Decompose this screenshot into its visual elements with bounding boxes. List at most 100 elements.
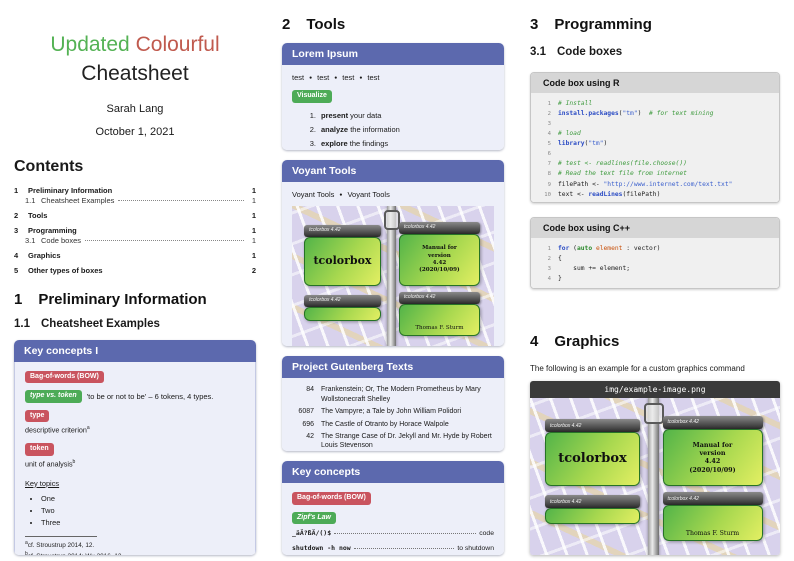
code-line-number: 4 [547, 131, 551, 138]
voyant-link[interactable]: Voyant Tools [347, 189, 390, 199]
gutenberg-book-title: The Castle of Otranto by Horace Walpole [321, 420, 449, 428]
cpp-code-box: Code box using C++ 1 for (auto element : … [530, 216, 780, 290]
footnote-mark: b [25, 551, 28, 555]
cpp-code-box-title: Code box using C++ [531, 217, 779, 238]
voyant-example-image: tcolorbox 4.42 tcolorbox 4.42 tcolorbox … [292, 206, 494, 347]
key-concepts-1-body: Bag-of-words (BOW) type vs. token 'to be… [14, 361, 256, 555]
tcolorbox-manual-box: Manual for version 4.42 (2020/10/09) [399, 234, 480, 286]
subsection-3-1-title: Code boxes [557, 46, 623, 58]
footnote-mark: a [25, 540, 28, 547]
toc-entry[interactable]: 4 Graphics 1 [14, 251, 256, 260]
tcolorbox-title-bar-label: tcolorbox 4.42 [404, 224, 436, 231]
subsection-1-1-number: 1.1 [14, 317, 30, 330]
toc-entry-number: 2 [14, 210, 19, 220]
code-line-number: 2 [547, 111, 551, 118]
bullet-separator: ● [359, 75, 363, 81]
key-topics-heading: Key topics [25, 478, 60, 488]
toc-entry-number: 3.1 [25, 235, 36, 245]
graphics-example-image: tcolorbox 4.42 tcolorbox 4.42 tcolorbox … [530, 398, 780, 555]
section-4-number: 4 [530, 333, 539, 351]
tcolorbox-main-label: tcolorbox [313, 254, 372, 268]
bullet-separator: ● [334, 75, 338, 81]
topic-item: Three [41, 517, 245, 528]
key-concepts-1-box: Key concepts I Bag-of-words (BOW) type v… [14, 339, 256, 555]
toc-entry[interactable]: 3 Programming 1 [14, 226, 256, 235]
code-content: # load [558, 130, 581, 138]
code-line-number: 6 [547, 151, 551, 158]
toc-entry[interactable]: 3.1 Code boxes 1 [14, 236, 256, 245]
bullet-separator: ● [309, 75, 313, 81]
toc-entry[interactable]: 1.1 Cheatsheet Examples 1 [14, 196, 256, 205]
tcolorbox-title-bar-label: tcolorbox 4.42 [309, 227, 341, 234]
voyant-link[interactable]: Voyant Tools [292, 189, 335, 199]
image-clip-icon [643, 402, 664, 424]
lorem-test-item: test [342, 73, 355, 82]
toc-entry-label: Graphics [28, 250, 61, 260]
step-number: 2. [309, 124, 316, 134]
token-badge-row: token [25, 442, 245, 456]
tcolorbox-title-bar-label: tcolorbox 4.42 [404, 294, 436, 300]
tcolorbox-title-bar-label: tcolorbox 4.42 [550, 498, 582, 505]
type-badge: type [25, 409, 50, 422]
code-content: # Read the text file from internet [558, 170, 687, 178]
subsection-3-1-number: 3.1 [530, 46, 546, 58]
key-concepts-2-title: Key concepts [282, 461, 504, 484]
gutenberg-id: 84 [306, 386, 314, 394]
r-code-lines: 1 # Install 2 install.packages("tm") # for … [531, 93, 779, 202]
code-line: 2{ [539, 254, 771, 264]
toc-entry[interactable]: 5 Other types of boxes 2 [14, 266, 256, 275]
code-content: # test <- readlines(file.choose()) [558, 160, 687, 168]
tcolorbox-title-bar: tcolorbox 4.42 [545, 419, 640, 433]
glossary-leader [353, 548, 455, 550]
code-line: 1 for (auto element : vector) [539, 244, 771, 254]
image-spine [647, 398, 659, 555]
glossary-description: to shutdown [457, 545, 494, 553]
code-line: 4 # load [539, 129, 771, 139]
toc-entry[interactable]: 1 Preliminary Information 1 [14, 186, 256, 195]
tcolorbox-title-bar: tcolorbox 4.42 [662, 415, 763, 429]
code-line: 3 [539, 119, 771, 129]
gutenberg-row: 84 Frankenstein; Or, The Modern Prometheu… [292, 385, 494, 404]
toc-entry-label: Code boxes [41, 235, 82, 245]
title-word-updated: Updated [50, 33, 130, 56]
voyant-links: Voyant Tools ● Voyant Tools [292, 189, 494, 200]
toc-entry-number: 5 [14, 265, 19, 275]
title-block: Updated Colourful Cheatsheet Sarah Lang … [14, 30, 256, 138]
toc-entry-number: 3 [14, 225, 19, 235]
code-line: 1 # Install [539, 99, 771, 109]
document-title: Updated Colourful Cheatsheet [14, 30, 256, 89]
glossary-row: _äÄ?ßÄ/()$ code [292, 529, 494, 539]
toc-entry-label: Cheatsheet Examples [41, 195, 115, 205]
tcolorbox-main-label: tcolorbox [558, 451, 627, 467]
type-vs-token-badge: type vs. token [25, 390, 82, 403]
section-4-title: Graphics [554, 333, 620, 351]
visualize-badge: Visualize [292, 90, 332, 103]
step-text: explore the findings [321, 139, 389, 149]
example-figure: img/example-image.png tcolorbox 4.42 tco… [530, 381, 780, 555]
code-line: 10 text <- readLines(filePath) [539, 190, 771, 200]
type-definition: descriptive criteriona [25, 425, 245, 436]
voyant-tools-body: Voyant Tools ● Voyant Tools tcolorbox 4.42… [282, 181, 504, 347]
code-content [558, 149, 562, 159]
lorem-steps: 1. present your data 2. analyze the informa… [304, 110, 494, 150]
toc-entry-page: 2 [251, 265, 256, 275]
toc-entry[interactable]: 2 Tools 1 [14, 211, 256, 220]
code-content: # Install [558, 100, 593, 107]
footnote-rule [25, 536, 97, 538]
lorem-step: 2. analyze the information [304, 124, 494, 135]
step-number: 3. [309, 139, 316, 149]
toc-entry-page: 1 [251, 235, 256, 245]
toc-entry-page: 1 [251, 210, 256, 220]
code-line-number: 2 [547, 255, 551, 262]
image-clip-icon [383, 210, 400, 230]
gutenberg-title: Project Gutenberg Texts [282, 356, 504, 379]
glossary-leader [334, 533, 477, 535]
code-line-number: 4 [547, 276, 551, 283]
step-text: analyze the information [321, 124, 400, 134]
code-line-number: 3 [547, 121, 551, 128]
tcolorbox-title-bar: tcolorbox 4.42 [399, 291, 480, 304]
code-content: } [558, 275, 562, 283]
code-line-number: 7 [547, 161, 551, 168]
column-1: Updated Colourful Cheatsheet Sarah Lang … [14, 10, 256, 555]
